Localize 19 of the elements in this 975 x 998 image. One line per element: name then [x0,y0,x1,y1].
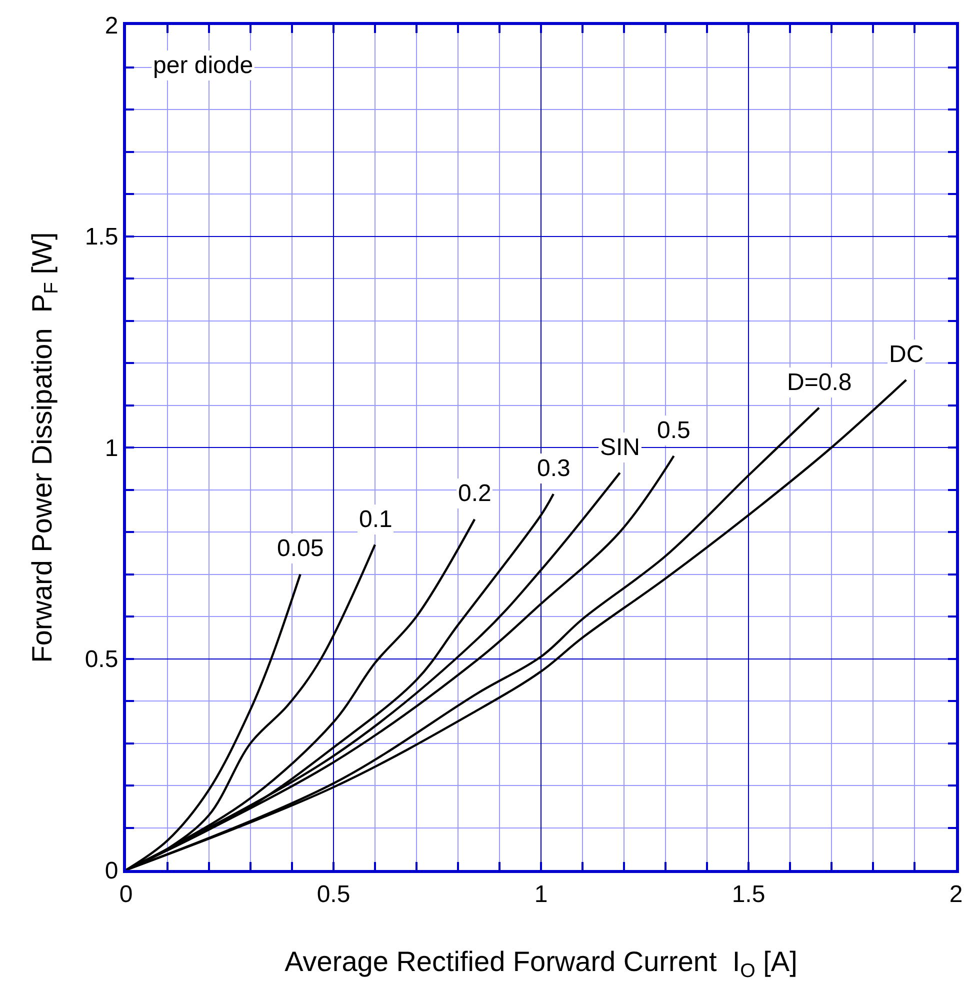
y-tick-label: 1.5 [84,224,118,251]
series-label: 0.1 [359,506,392,533]
x-tick-label: 1 [534,880,548,908]
x-tick-label: 0.5 [316,880,350,908]
y-tick-label: 0 [104,857,118,884]
y-tick-label: 0.5 [84,646,118,674]
x-tick-label: 1.5 [732,880,766,908]
series-label: 0.5 [657,417,690,444]
series-label: SIN [600,434,640,461]
x-tick-label: 2 [949,880,963,908]
series-label: 0.3 [537,455,570,482]
series-label: D=0.8 [787,369,852,396]
y-tick-label: 1 [104,434,118,462]
x-axis-title: Average Rectified Forward Current I$_{O}$ [A] [284,946,798,982]
series-label: 0.05 [277,535,324,562]
series-label: DC [889,341,924,368]
y-tick-label: 2 [104,12,118,40]
series-label: 0.2 [458,480,492,507]
annotation: per diode [153,52,254,79]
